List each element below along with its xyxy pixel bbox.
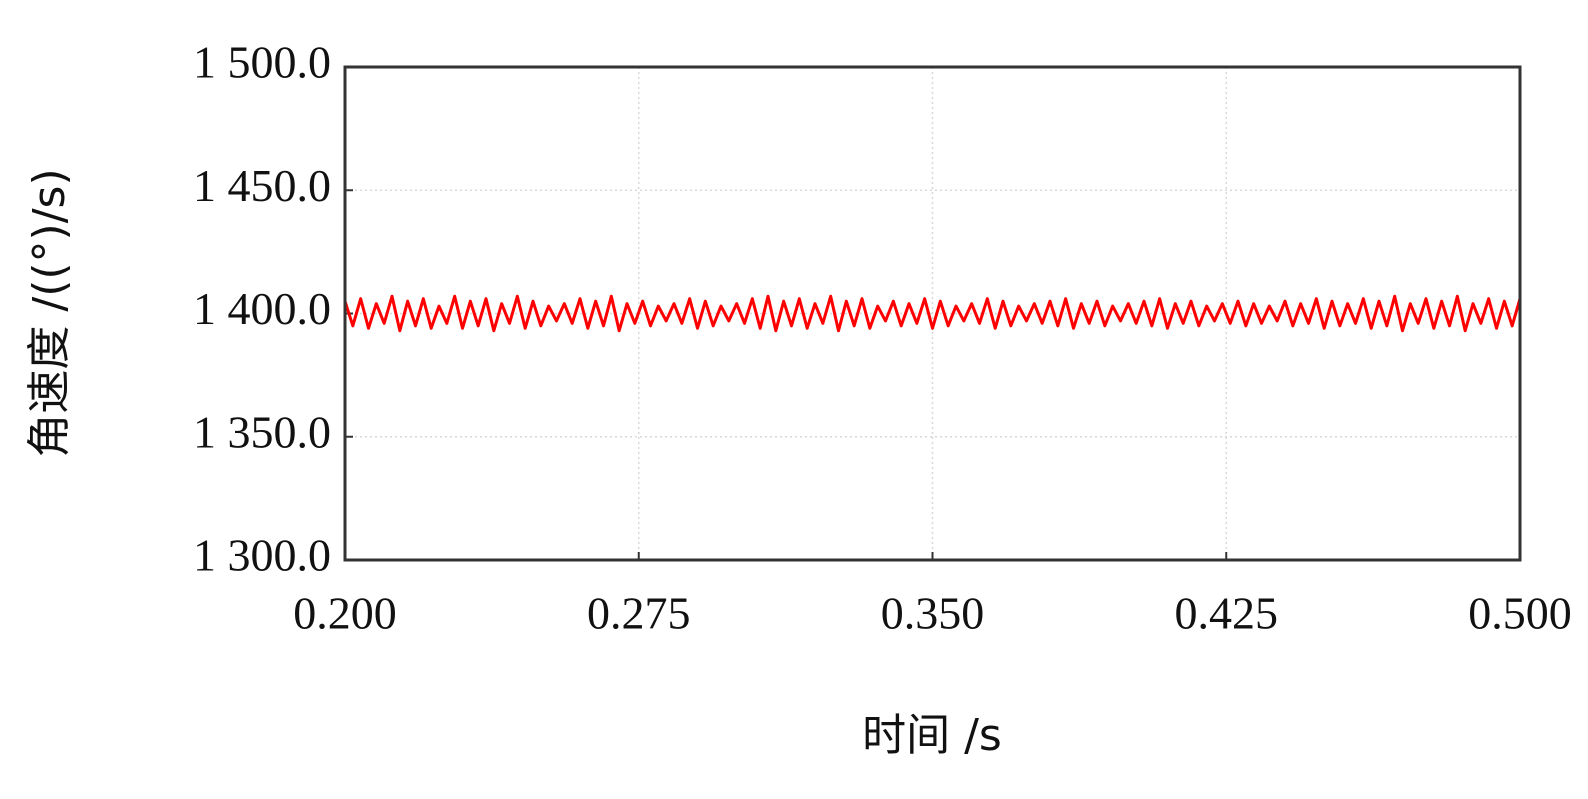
x-tick-label: 0.350 bbox=[881, 588, 985, 639]
y-tick-label: 1 350.0 bbox=[193, 406, 331, 457]
y-tick-label: 1 500.0 bbox=[193, 37, 331, 88]
y-tick-label: 1 400.0 bbox=[193, 283, 331, 334]
x-tick-label: 0.500 bbox=[1468, 588, 1572, 639]
y-tick-label: 1 300.0 bbox=[193, 530, 331, 581]
x-axis-title: 时间 /s bbox=[862, 710, 1002, 761]
x-tick-label: 0.425 bbox=[1175, 588, 1279, 639]
data-line bbox=[343, 294, 1522, 333]
y-axis-title: 角速度 /((°)/s) bbox=[24, 168, 75, 457]
x-tick-label: 0.200 bbox=[293, 588, 397, 639]
plot-frame bbox=[343, 65, 1522, 562]
x-tick-label: 0.275 bbox=[587, 588, 691, 639]
y-tick-label: 1 450.0 bbox=[193, 160, 331, 211]
